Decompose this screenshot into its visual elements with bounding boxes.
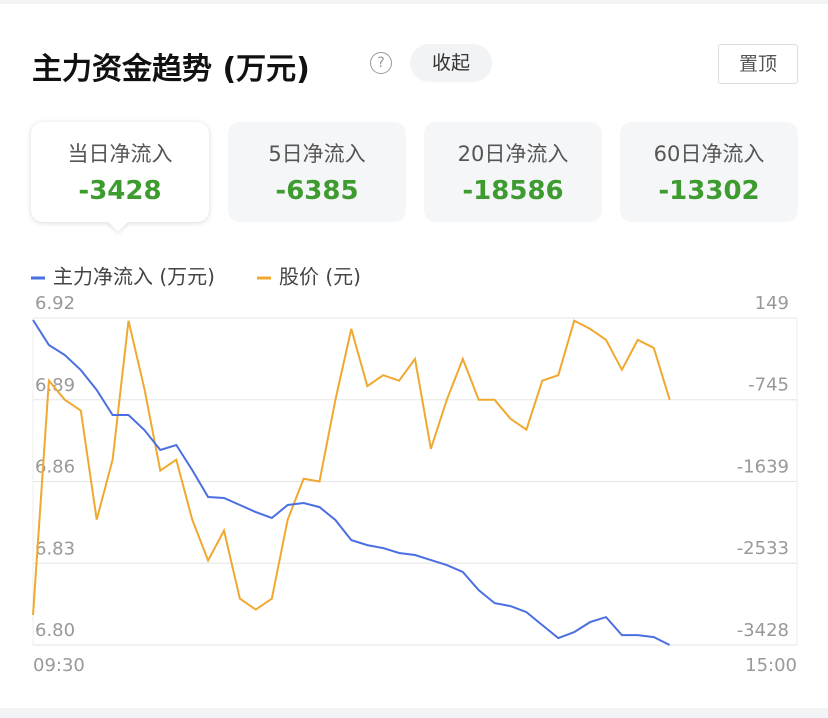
tab-label: 当日净流入 (67, 142, 173, 166)
tab-value: -3428 (78, 176, 162, 206)
x-tick-label: 09:30 (33, 655, 85, 676)
title: 主力资金趋势 (万元) (32, 52, 310, 87)
legend-label: 股价 (元) (279, 265, 361, 289)
y-tick-label: 6.80 (35, 620, 75, 641)
y-tick-label: 6.86 (35, 457, 75, 478)
tab[interactable]: 当日净流入 -3428 (31, 122, 209, 222)
series-line (32, 319, 671, 616)
tab-value: -6385 (275, 176, 359, 206)
tab[interactable]: 60日净流入 -13302 (620, 122, 798, 222)
tab-label: 5日净流入 (268, 142, 366, 166)
tab-value: -18586 (462, 176, 564, 206)
tab-value: -13302 (658, 176, 760, 206)
y2-tick-label: -3428 (737, 620, 789, 641)
y-tick-label: 6.92 (35, 293, 75, 314)
help-icon[interactable]: ? (370, 52, 392, 74)
x-tick-label: 15:00 (745, 655, 797, 676)
series-line (32, 319, 671, 646)
chart: 6.80 6.83 6.86 6.89 6.92 -3428 -2533 -1639 -745 1… (31, 265, 798, 676)
tab-label: 20日净流入 (457, 142, 569, 166)
y2-tick-label: 149 (755, 293, 789, 314)
tab[interactable]: 20日净流入 -18586 (424, 122, 602, 222)
y2-tick-label: -1639 (737, 456, 789, 477)
collapse-button[interactable]: 收起 (410, 44, 492, 82)
y-tick-label: 6.83 (35, 538, 75, 559)
tab-label: 60日净流入 (653, 142, 765, 166)
tab[interactable]: 5日净流入 -6385 (228, 122, 406, 222)
pin-button[interactable]: 置顶 (718, 44, 798, 84)
y2-tick-label: -745 (748, 375, 789, 396)
y2-tick-label: -2533 (737, 538, 789, 559)
bottom-strip (0, 708, 828, 718)
legend-label: 主力净流入 (万元) (53, 265, 215, 289)
top-strip (0, 0, 828, 4)
y-tick-label: 6.89 (35, 375, 75, 396)
